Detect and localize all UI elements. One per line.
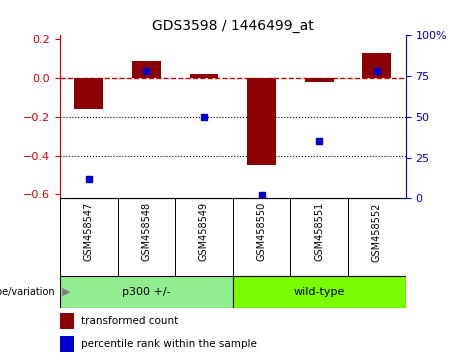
Point bbox=[85, 176, 92, 182]
Bar bbox=[60, 313, 74, 329]
Text: ▶: ▶ bbox=[62, 287, 71, 297]
Text: percentile rank within the sample: percentile rank within the sample bbox=[81, 339, 257, 349]
Point bbox=[200, 114, 207, 120]
Title: GDS3598 / 1446499_at: GDS3598 / 1446499_at bbox=[152, 19, 313, 33]
Bar bbox=[247, 78, 276, 165]
Bar bbox=[189, 74, 219, 78]
Text: wild-type: wild-type bbox=[294, 287, 345, 297]
Text: p300 +/-: p300 +/- bbox=[122, 287, 171, 297]
Bar bbox=[362, 53, 391, 78]
Bar bbox=[132, 61, 161, 78]
Text: GSM458552: GSM458552 bbox=[372, 202, 382, 262]
Point bbox=[258, 192, 266, 198]
Bar bbox=[60, 336, 74, 352]
Text: GSM458550: GSM458550 bbox=[257, 202, 266, 261]
Text: GSM458547: GSM458547 bbox=[84, 202, 94, 261]
Text: GSM458549: GSM458549 bbox=[199, 202, 209, 261]
Bar bbox=[233, 276, 406, 308]
Point bbox=[142, 68, 150, 74]
Bar bbox=[74, 78, 103, 109]
Bar bbox=[60, 276, 233, 308]
Text: transformed count: transformed count bbox=[81, 316, 178, 326]
Bar bbox=[305, 78, 334, 82]
Point bbox=[315, 138, 323, 144]
Text: GSM458551: GSM458551 bbox=[314, 202, 324, 261]
Point bbox=[373, 68, 381, 74]
Text: GSM458548: GSM458548 bbox=[142, 202, 151, 261]
Text: genotype/variation: genotype/variation bbox=[0, 287, 55, 297]
